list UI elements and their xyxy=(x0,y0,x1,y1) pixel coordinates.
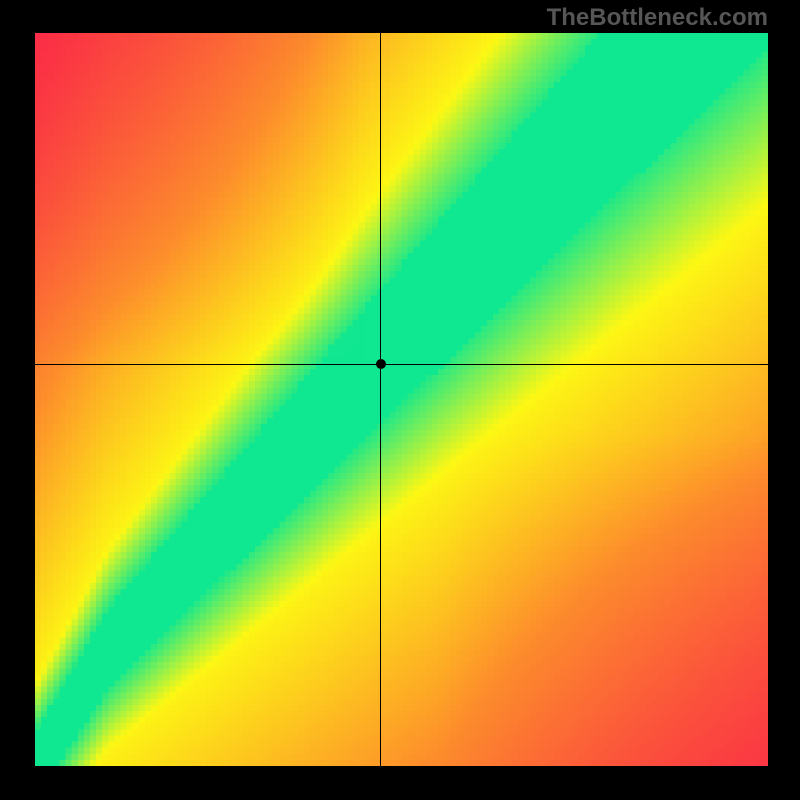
crosshair-horizontal xyxy=(35,364,768,365)
bottleneck-heatmap xyxy=(35,33,768,766)
chart-container: { "type": "heatmap", "source_label": "Th… xyxy=(0,0,800,800)
watermark-label: TheBottleneck.com xyxy=(547,4,768,32)
crosshair-vertical xyxy=(380,33,381,766)
